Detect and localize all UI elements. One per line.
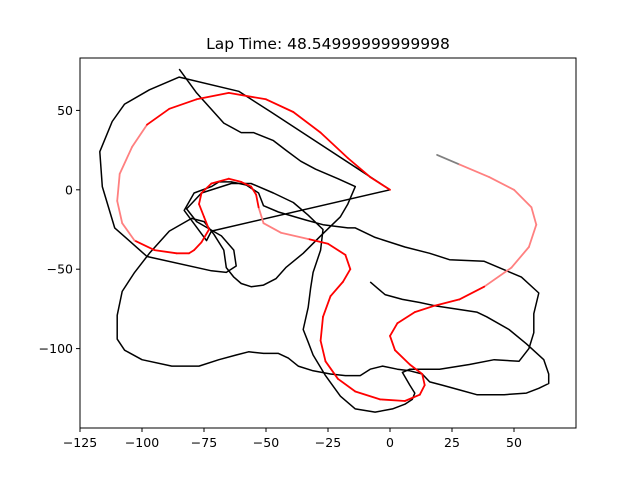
- racing-line-segment: [168, 98, 198, 110]
- racing-line-segment: [319, 131, 349, 159]
- racing-line-segment: [336, 377, 357, 393]
- y-tick-label: −50: [47, 262, 73, 277]
- racing-line-segment: [116, 172, 121, 202]
- racing-line-segment: [528, 223, 538, 248]
- racing-line-segment: [200, 228, 210, 244]
- x-tick-label: 0: [386, 435, 394, 450]
- x-tick-label: −125: [63, 435, 97, 450]
- racing-line-segment: [413, 304, 436, 314]
- inner-boundary-line: [116, 68, 550, 396]
- racing-line-segment: [121, 222, 136, 242]
- racing-line-segment: [133, 239, 156, 252]
- x-tick-label: −100: [125, 435, 159, 450]
- racing-line-segment: [510, 246, 530, 269]
- outer-boundary-line: [99, 76, 540, 413]
- y-tick-label: −100: [39, 341, 73, 356]
- racing-line-segment: [227, 92, 267, 101]
- racing-line-segment: [421, 373, 426, 387]
- racing-line-segment: [408, 363, 424, 375]
- racing-line-segment: [483, 266, 513, 288]
- racing-line-segment: [324, 360, 339, 380]
- racing-line-segment: [394, 349, 411, 366]
- racing-line-segment: [153, 249, 178, 255]
- racing-line-segment: [329, 280, 344, 298]
- racing-line-segment: [458, 163, 491, 179]
- racing-line-segment: [255, 193, 260, 209]
- racing-line-segment: [436, 153, 461, 166]
- racing-line-segment: [346, 157, 372, 179]
- x-tick-label: 25: [444, 435, 460, 450]
- y-tick-label: 0: [65, 182, 73, 197]
- racing-line-segment: [250, 185, 258, 196]
- racing-line-segment: [116, 199, 124, 225]
- racing-line-segment: [458, 285, 486, 301]
- racing-line-segment: [307, 238, 329, 245]
- racing-line-segment: [240, 180, 253, 188]
- racing-line-segment: [195, 92, 230, 101]
- racing-line: [116, 92, 538, 402]
- racing-line-segment: [389, 334, 396, 352]
- racing-line-segment: [327, 242, 347, 256]
- racing-line-segment: [118, 145, 134, 175]
- racing-line-segment: [322, 295, 332, 318]
- racing-line-segment: [198, 203, 205, 218]
- racing-line-segment: [265, 98, 295, 113]
- racing-line-segment: [200, 182, 213, 194]
- racing-line-segment: [292, 111, 322, 134]
- racing-line-segment: [488, 176, 515, 191]
- y-axis: 50 0 −50 −100: [39, 103, 80, 356]
- racing-line-segment: [319, 315, 324, 342]
- x-tick-label: −75: [191, 435, 217, 450]
- racing-line-segment: [344, 253, 352, 271]
- racing-line-segment: [433, 298, 461, 307]
- y-tick-label: 50: [57, 103, 73, 118]
- racing-line-segment: [193, 241, 203, 252]
- racing-line-segment: [319, 339, 327, 363]
- racing-line-segment: [403, 393, 421, 402]
- racing-line-segment: [257, 206, 265, 225]
- x-tick-label: −50: [253, 435, 279, 450]
- racing-line-segment: [379, 398, 406, 402]
- racing-line-segment: [262, 222, 282, 234]
- x-tick-label: 50: [506, 435, 522, 450]
- racing-line-segment: [341, 268, 352, 283]
- x-tick-label: −25: [315, 435, 341, 450]
- racing-line-segment: [396, 311, 416, 325]
- x-axis: −125 −100 −75 −50 −25 0 25 50: [63, 428, 522, 450]
- chart-title: Lap Time: 48.54999999999998: [206, 35, 450, 53]
- racing-line-segment: [203, 215, 210, 231]
- racing-line-segment: [131, 123, 148, 148]
- racing-line-segment: [198, 192, 203, 206]
- racing-line-segment: [418, 384, 426, 396]
- racing-line-segment: [210, 177, 230, 185]
- racing-line-segment: [146, 107, 171, 126]
- racing-line-segment: [227, 177, 243, 183]
- racing-line-segment: [389, 322, 399, 337]
- racing-line-segment: [188, 249, 196, 255]
- track-boundaries: [99, 68, 550, 413]
- racing-line-segment: [530, 206, 538, 226]
- racing-line-segment: [354, 390, 382, 401]
- racing-line-segment: [279, 231, 310, 240]
- racing-line-segment: [513, 188, 533, 209]
- racing-line-segment: [369, 176, 391, 191]
